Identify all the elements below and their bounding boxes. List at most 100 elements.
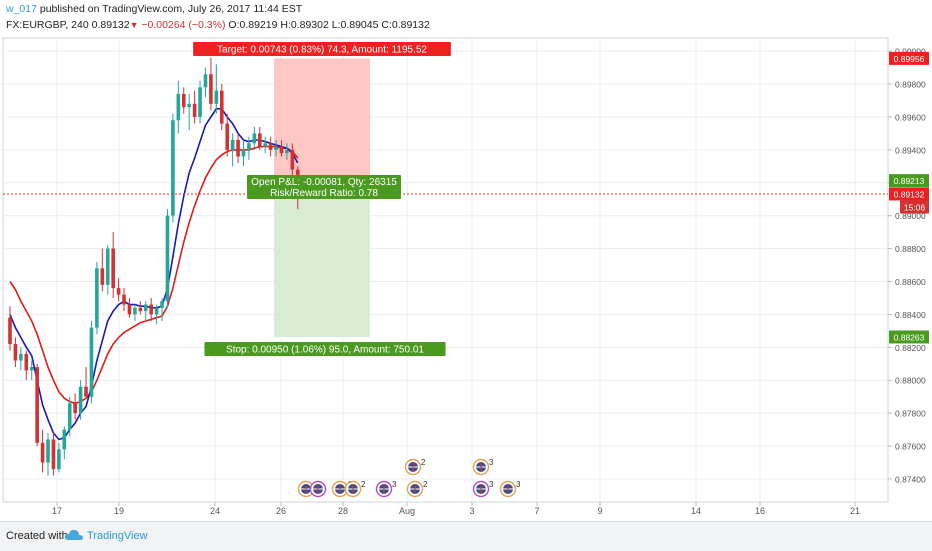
price-tag-bg (889, 330, 929, 344)
event-count-label: 3 (489, 480, 494, 489)
candle-body[interactable] (24, 353, 29, 371)
price-chart[interactable]: 0.87400 0.87600 0.87800 0.88000 0.88200 0.884… (0, 0, 932, 521)
stop-label-bg[interactable] (204, 342, 446, 356)
target-zone[interactable] (274, 58, 370, 181)
publisher-text: published on TradingView.com, July 26, 2… (36, 3, 303, 15)
candle-body[interactable] (274, 146, 278, 150)
tradingview-brand[interactable]: TradingView (87, 530, 148, 542)
y-tick-label: 0.88600 (895, 277, 926, 287)
candle-body[interactable] (19, 353, 23, 361)
candle-body[interactable] (35, 367, 39, 443)
candle-body[interactable] (89, 327, 94, 397)
candle-body[interactable] (209, 74, 213, 104)
y-tick-label: 0.89800 (895, 80, 926, 90)
candle-body[interactable] (100, 268, 105, 285)
candle-body[interactable] (263, 143, 268, 147)
candle-body[interactable] (57, 449, 61, 470)
x-tick-label: 24 (210, 506, 220, 516)
candle-body[interactable] (62, 429, 67, 450)
candle-body[interactable] (192, 103, 197, 117)
candle-body[interactable] (78, 386, 83, 414)
candle-body[interactable] (257, 133, 262, 147)
x-tick-label: 7 (534, 506, 539, 516)
y-tick-label: 0.88200 (895, 343, 926, 353)
down-arrow-icon: ▼ (129, 20, 139, 30)
price-tag-bg (889, 174, 929, 188)
candle-body[interactable] (290, 149, 295, 170)
tradingview-cloud-icon[interactable] (64, 528, 84, 547)
x-tick-label: 9 (597, 506, 602, 516)
x-tick-label: 28 (338, 506, 348, 516)
candle-body[interactable] (165, 215, 170, 302)
candle-body[interactable] (214, 90, 219, 104)
ohlc-values: O:0.89219 H:0.89302 L:0.89045 C:0.89132 (228, 19, 430, 31)
price-tag-bg (889, 187, 929, 201)
candle-body[interactable] (198, 87, 202, 117)
candle-body[interactable] (133, 307, 137, 315)
candle-body[interactable] (149, 304, 153, 315)
event-count-label: 3 (489, 458, 494, 467)
candle-body[interactable] (247, 143, 251, 150)
candle-body[interactable] (219, 90, 224, 124)
candle-body[interactable] (51, 439, 56, 470)
countdown-label: 15:06 (904, 202, 926, 212)
candle-body[interactable] (127, 304, 132, 315)
y-tick-label: 0.87800 (895, 409, 926, 419)
price-tag-label: 0.89213 (894, 176, 925, 186)
candle-body[interactable] (176, 93, 181, 121)
y-tick-label: 0.87400 (895, 474, 926, 484)
y-tick-label: 0.87600 (895, 442, 926, 452)
candle-body[interactable] (236, 140, 240, 157)
symbol-info-line: FX:EURGBP, 240 0.89132▼ −0.00264 (−0.3%)… (6, 19, 430, 31)
candle-body[interactable] (187, 103, 191, 108)
x-tick-label: 16 (755, 506, 765, 516)
candle-body[interactable] (181, 93, 186, 108)
risk-reward-label: Risk/Reward Ratio: 0.78 (270, 188, 378, 199)
candle-body[interactable] (285, 149, 289, 154)
footer-bar: Created with TradingView (0, 521, 932, 551)
candle-body[interactable] (116, 288, 121, 295)
candle-body[interactable] (203, 74, 208, 88)
open-pnl-label: Open P&L: -0.00081, Qty: 26315 (251, 177, 397, 188)
candle-body[interactable] (225, 123, 229, 150)
stop-zone[interactable] (274, 180, 370, 337)
symbol-name[interactable]: FX:EURGBP, 240 (6, 19, 89, 31)
open-pnl-label-bg[interactable] (247, 175, 401, 199)
x-tick-label: 26 (276, 506, 286, 516)
candle-body[interactable] (122, 294, 126, 305)
y-tick-label: 0.88800 (895, 244, 926, 254)
y-tick-label: 0.88000 (895, 376, 926, 386)
event-count-label: 2 (421, 458, 426, 467)
candle-body[interactable] (171, 120, 175, 216)
countdown-tag-bg (900, 200, 929, 214)
candle-body[interactable] (138, 307, 143, 312)
candle-body[interactable] (241, 149, 246, 157)
x-tick-label: 14 (691, 506, 701, 516)
candle-body[interactable] (29, 367, 34, 371)
target-label-bg[interactable] (193, 42, 451, 56)
candle-body[interactable] (46, 439, 50, 463)
candle-body[interactable] (73, 403, 77, 414)
candle-body[interactable] (143, 304, 148, 312)
publisher-username[interactable]: w_017 (6, 3, 37, 15)
candle-body[interactable] (111, 248, 115, 289)
candle-body[interactable] (8, 317, 12, 345)
candle-body[interactable] (67, 403, 72, 430)
candle-body[interactable] (252, 133, 257, 144)
event-count-label: 2 (423, 480, 428, 489)
event-count-label: 3 (392, 480, 397, 489)
plot-area[interactable] (2, 37, 889, 503)
candle-body[interactable] (13, 344, 18, 361)
candle-body[interactable] (160, 301, 164, 308)
candle-body[interactable] (154, 307, 159, 315)
candle-body[interactable] (95, 268, 99, 328)
candle-body[interactable] (84, 386, 88, 397)
candle-body[interactable] (268, 143, 273, 150)
stop-label: Stop: 0.00950 (1.06%) 95.0, Amount: 750.… (226, 345, 424, 356)
candle-body[interactable] (230, 140, 235, 150)
candle-body[interactable] (40, 442, 45, 463)
price-tag-label: 0.89132 (894, 189, 925, 199)
y-tick-label: 0.89000 (895, 211, 926, 221)
candle-body[interactable] (105, 248, 110, 285)
candle-body[interactable] (279, 146, 284, 154)
